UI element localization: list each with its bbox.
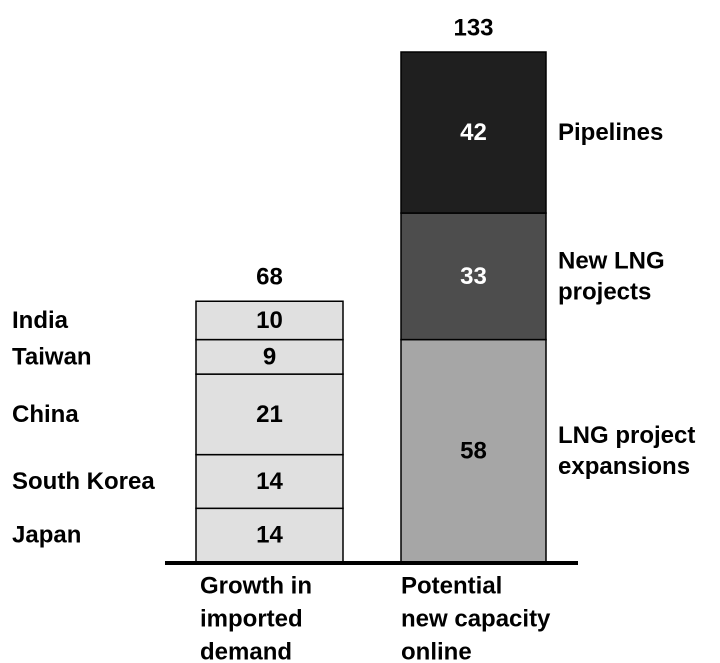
bar-segment-new-lng-projects bbox=[400, 212, 547, 341]
value-label-pipelines: 42 bbox=[460, 119, 487, 146]
bar-segment-japan bbox=[195, 507, 344, 563]
segment-name-label-lng-project-expansions: expansions bbox=[558, 453, 690, 480]
chart-marks: 14 Japan 14 South Korea 21 China 9 Taiwan 10 Indi… bbox=[12, 15, 695, 663]
value-label-new-lng-projects: 33 bbox=[460, 263, 487, 290]
category-label-growth-in-imported-demand: Growth in bbox=[200, 573, 312, 600]
segment-name-label-taiwan: Taiwan bbox=[12, 343, 92, 370]
segment-name-label-china: China bbox=[12, 401, 79, 428]
segment-name-label-new-lng-projects: projects bbox=[558, 278, 651, 305]
category-label-potential-new-capacity-online: online bbox=[401, 639, 472, 663]
segment-name-label-pipelines: Pipelines bbox=[558, 119, 663, 146]
segment-name-label-lng-project-expansions: LNG project bbox=[558, 422, 695, 449]
value-label-india: 10 bbox=[256, 307, 283, 334]
value-label-south-korea: 14 bbox=[256, 468, 283, 495]
segment-name-label-south-korea: South Korea bbox=[12, 468, 155, 495]
segment-name-label-new-lng-projects: New LNG bbox=[558, 247, 665, 274]
category-label-potential-new-capacity-online: Potential bbox=[401, 573, 502, 600]
value-label-taiwan: 9 bbox=[263, 343, 276, 370]
value-label-china: 21 bbox=[256, 401, 283, 428]
segment-name-label-india: India bbox=[12, 307, 69, 334]
value-label-lng-project-expansions: 58 bbox=[460, 437, 487, 464]
bar-segment-taiwan bbox=[195, 338, 344, 375]
bar-segment-pipelines bbox=[400, 51, 547, 214]
category-label-growth-in-imported-demand: imported bbox=[200, 606, 303, 633]
bar-segment-india bbox=[195, 300, 344, 341]
category-label-potential-new-capacity-online: new capacity bbox=[401, 606, 551, 633]
total-label-growth-in-imported-demand: 68 bbox=[256, 264, 283, 291]
segment-name-label-japan: Japan bbox=[12, 522, 81, 549]
value-label-japan: 14 bbox=[256, 522, 283, 549]
total-label-potential-new-capacity-online: 133 bbox=[453, 15, 493, 42]
bar-segment-lng-project-expansions bbox=[400, 338, 547, 563]
bar-segment-south-korea bbox=[195, 453, 344, 510]
category-label-growth-in-imported-demand: demand bbox=[200, 639, 292, 663]
